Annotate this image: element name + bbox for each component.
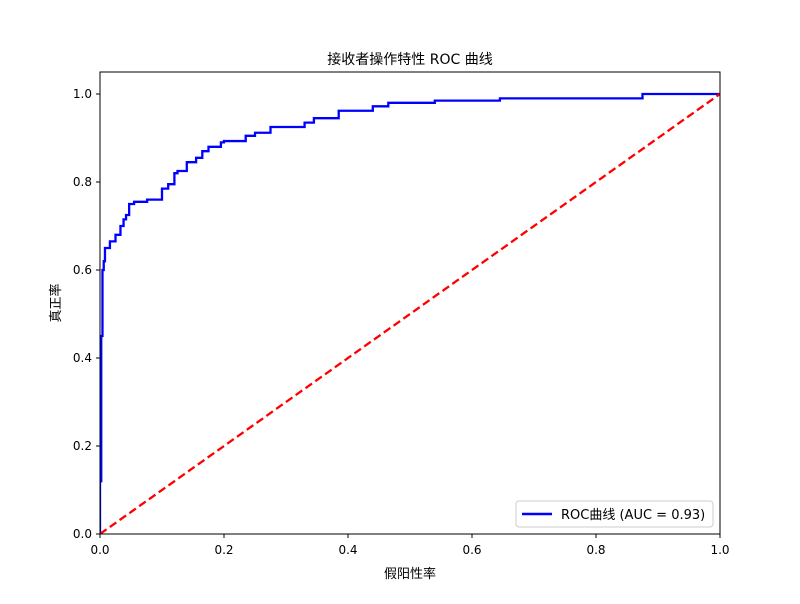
x-tick-label: 0.8 (586, 543, 605, 557)
y-tick-label: 0.8 (73, 175, 92, 189)
y-tick-label: 0.6 (73, 263, 92, 277)
x-tick-label: 0.0 (90, 543, 109, 557)
x-tick-label: 0.4 (338, 543, 357, 557)
y-tick-label: 0.2 (73, 439, 92, 453)
x-axis-label: 假阳性率 (384, 566, 436, 582)
random-chance-line (100, 93, 720, 534)
legend-label-roc: ROC曲线 (AUC = 0.93) (561, 508, 705, 523)
y-axis-label: 真正率 (48, 283, 64, 322)
roc-curve-line (100, 92, 720, 534)
x-tick-label: 1.0 (710, 543, 729, 557)
legend-box (515, 500, 714, 528)
axis-ticks: 0.0 0.2 0.4 0.6 0.8 1.0 0.0 0.2 0.4 0.6 0.8 1.0 (73, 87, 730, 557)
chart-title: 接收者操作特性 ROC 曲线 (327, 51, 492, 68)
y-tick-label: 1.0 (73, 87, 92, 101)
plot-area (100, 92, 720, 534)
plot-frame (99, 71, 721, 535)
x-tick-label: 0.6 (462, 543, 481, 557)
y-tick-label: 0.4 (73, 351, 92, 365)
x-tick-label: 0.2 (214, 543, 233, 557)
y-tick-label: 0.0 (73, 527, 92, 541)
legend: ROC曲线 (AUC = 0.93) (515, 500, 714, 528)
